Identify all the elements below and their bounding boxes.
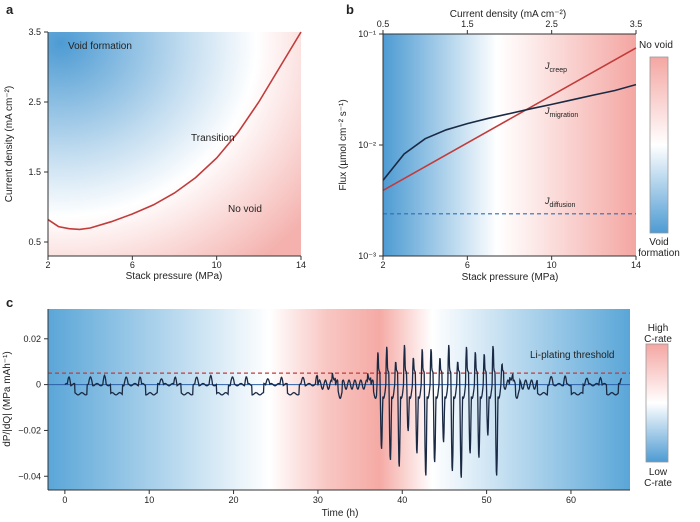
panel-b-plot-area: [383, 34, 636, 256]
x-tick-label: 20: [229, 495, 239, 505]
panel-b-top-axis-label: Current density (mA cm⁻²): [450, 9, 566, 20]
x-tick-label: 50: [482, 495, 492, 505]
panel-c-label: c: [6, 295, 13, 310]
x-tick-label: 10: [144, 495, 154, 505]
y-tick-label: −0.04: [18, 471, 41, 481]
panel-a-xlabel: Stack pressure (MPa): [126, 271, 223, 282]
x-tick-label: 40: [397, 495, 407, 505]
boundary-curve: [47, 31, 302, 231]
top-x-tick-label: 1.5: [461, 19, 474, 29]
y-tick-label: 10⁻³: [358, 251, 376, 261]
top-x-tick-label: 0.5: [377, 19, 390, 29]
dp-dq-signal: [64, 344, 623, 478]
no-void-label: No void: [228, 204, 262, 215]
y-tick-label: 3.5: [28, 27, 41, 37]
x-tick-label: 14: [631, 260, 641, 270]
y-tick-label: 10⁻²: [358, 140, 376, 150]
high-c-rate-label: High C-rate: [644, 323, 672, 345]
x-tick-label: 14: [296, 260, 306, 270]
panel-b-layer: 2 6 10 14 0.5 1.5 2.5 3.5 10⁻³ 10⁻² 10⁻¹: [358, 19, 642, 270]
panel-c-plot-area: [48, 309, 630, 490]
x-tick-label: 0: [62, 495, 67, 505]
colorbar-no-void-label: No void: [639, 40, 673, 51]
x-tick-label: 6: [465, 260, 470, 270]
y-tick-label: 0.5: [28, 237, 41, 247]
panel-b-colorbar: [649, 56, 669, 234]
colorbar-void-label: Void formation: [638, 237, 680, 259]
panel-b-label: b: [346, 2, 354, 17]
y-tick-label: −0.02: [18, 425, 41, 435]
panel-b-ylabel: Flux (µmol cm⁻² s⁻¹): [338, 99, 349, 190]
series-j-creep: [382, 47, 637, 192]
x-tick-label: 2: [380, 260, 385, 270]
x-tick-label: 30: [313, 495, 323, 505]
x-tick-label: 10: [212, 260, 222, 270]
low-c-rate-label: Low C-rate: [644, 467, 672, 489]
series-j-migration: [382, 83, 637, 181]
panel-a-layer: 2 6 10 14 0.5 1.5 2.5 3.5: [28, 27, 306, 270]
x-tick-label: 2: [45, 260, 50, 270]
panel-c-layer: 0 10 20 30 40 50 60 0.02 0 −0.02 −0.04: [18, 334, 630, 505]
top-x-tick-label: 2.5: [545, 19, 558, 29]
x-tick-label: 10: [547, 260, 557, 270]
y-tick-label: 10⁻¹: [358, 29, 376, 39]
transition-label: Transition: [191, 133, 235, 144]
y-tick-label: 0.02: [23, 334, 41, 344]
panel-a-label: a: [6, 2, 14, 17]
x-tick-label: 6: [130, 260, 135, 270]
panel-c-ylabel: dP/|dQ| (MPa mAh⁻¹): [2, 351, 13, 447]
panel-b-xlabel: Stack pressure (MPa): [462, 272, 559, 283]
x-tick-label: 60: [566, 495, 576, 505]
y-tick-label: 0: [36, 380, 41, 390]
void-formation-label: Void formation: [68, 41, 132, 52]
y-tick-label: 1.5: [28, 167, 41, 177]
panel-c-colorbar: [645, 343, 669, 463]
panel-c-xlabel: Time (h): [322, 508, 359, 519]
y-tick-label: 2.5: [28, 97, 41, 107]
top-x-tick-label: 3.5: [630, 19, 643, 29]
li-plating-threshold-label: Li-plating threshold: [530, 350, 615, 361]
panel-a-plot-area: [48, 32, 301, 256]
panel-a-ylabel: Current density (mA cm⁻²): [4, 86, 15, 202]
